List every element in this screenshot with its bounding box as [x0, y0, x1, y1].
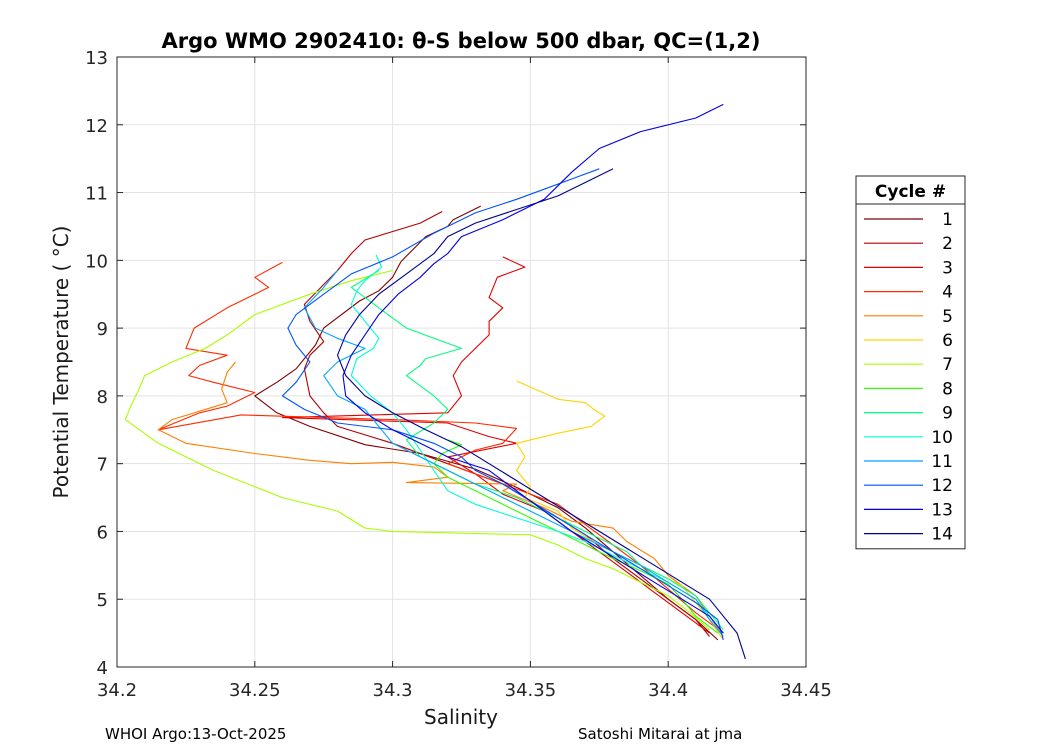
y-tick-label: 12 — [85, 116, 108, 137]
legend-label-cycle-1: 1 — [942, 210, 953, 230]
y-axis-ticks: 4 5 6 7 8 9 10 11 12 13 — [85, 48, 806, 679]
y-tick-label: 10 — [85, 251, 108, 272]
y-tick-label: 4 — [97, 658, 108, 679]
legend-label-cycle-12: 12 — [931, 476, 953, 496]
x-axis-label: Salinity — [424, 705, 498, 729]
series-line-cycle-4 — [157, 261, 724, 634]
legend-label-cycle-3: 3 — [942, 258, 953, 278]
legend-label-cycle-8: 8 — [942, 379, 953, 399]
y-tick-label: 8 — [97, 387, 108, 408]
legend-label-cycle-14: 14 — [931, 525, 953, 545]
legend-label-cycle-6: 6 — [942, 331, 953, 351]
legend-label-cycle-13: 13 — [931, 500, 953, 520]
legend-label-cycle-2: 2 — [942, 234, 953, 254]
legend-title: Cycle # — [875, 182, 946, 202]
footer-author: Satoshi Mitarai at jma — [578, 725, 743, 743]
legend-label-cycle-7: 7 — [942, 355, 953, 375]
x-tick-label: 34.35 — [505, 680, 557, 701]
footer-source: WHOI Argo:13-Oct-2025 — [105, 725, 287, 743]
legend-label-cycle-5: 5 — [942, 307, 953, 327]
y-tick-label: 6 — [97, 522, 108, 543]
x-tick-label: 34.45 — [780, 680, 832, 701]
x-tick-label: 34.3 — [373, 680, 413, 701]
series-line-cycle-11 — [303, 270, 724, 637]
axes-box — [116, 56, 807, 668]
series-line-cycle-1 — [254, 205, 719, 641]
legend-box — [855, 175, 966, 550]
axes-frame — [116, 56, 807, 668]
series-line-cycle-12 — [281, 168, 724, 641]
series-line-cycle-14 — [336, 168, 746, 660]
y-axis-label: Potential Temperature ( °C) — [49, 226, 73, 499]
y-tick-label: 13 — [85, 48, 108, 69]
legend-label-cycle-10: 10 — [931, 428, 953, 448]
x-tick-label: 34.25 — [229, 680, 281, 701]
series-line-cycle-7 — [124, 269, 710, 631]
series-line-cycle-8 — [433, 439, 719, 634]
x-tick-label: 34.2 — [97, 680, 137, 701]
x-tick-label: 34.4 — [648, 680, 688, 701]
legend-label-cycle-4: 4 — [942, 283, 953, 303]
y-tick-label: 7 — [97, 455, 108, 476]
legend-label-cycle-9: 9 — [942, 404, 953, 424]
y-tick-label: 5 — [97, 590, 108, 611]
series-line-cycle-3 — [281, 256, 710, 634]
chart-title: Argo WMO 2902410: θ-S below 500 dbar, QC… — [162, 29, 761, 53]
series-lines — [124, 103, 746, 660]
x-axis-ticks: 34.2 34.25 34.3 34.35 34.4 34.45 — [97, 57, 832, 701]
series-line-cycle-13 — [342, 103, 724, 634]
legend-label-cycle-11: 11 — [931, 452, 953, 472]
y-tick-label: 11 — [85, 184, 108, 205]
y-tick-label: 9 — [97, 319, 108, 340]
